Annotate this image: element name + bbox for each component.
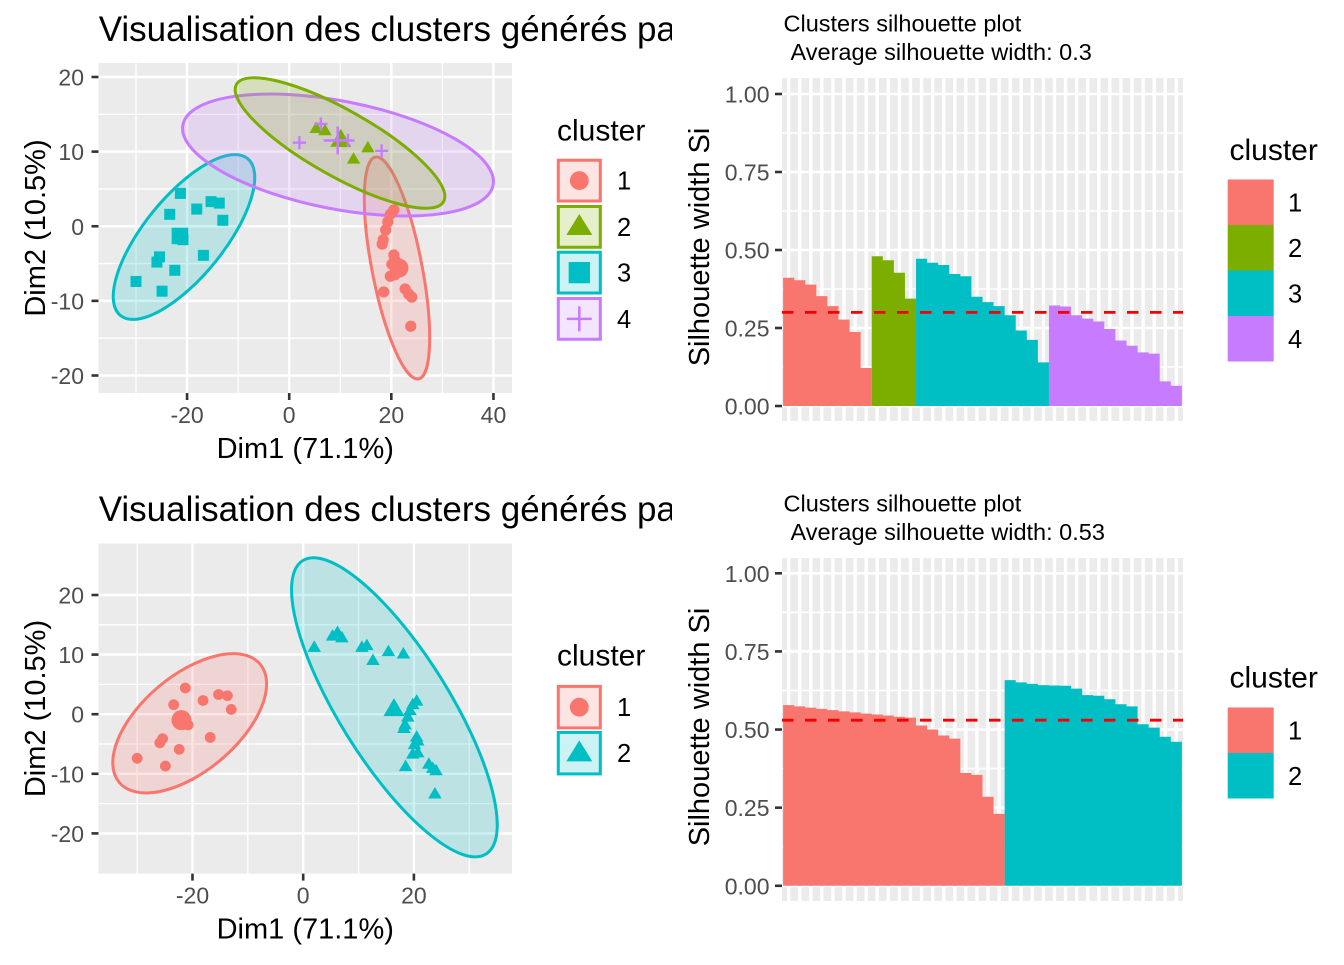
svg-text:0.50: 0.50 bbox=[725, 238, 770, 264]
svg-text:Visualisation des clusters gén: Visualisation des clusters générés par K… bbox=[99, 490, 838, 529]
svg-text:Average silhouette width: 0.53: Average silhouette width: 0.53 bbox=[791, 519, 1105, 545]
svg-text:0.75: 0.75 bbox=[725, 639, 770, 665]
svg-text:0.25: 0.25 bbox=[725, 795, 770, 821]
svg-text:4: 4 bbox=[617, 306, 631, 334]
svg-text:1.00: 1.00 bbox=[725, 82, 770, 108]
svg-text:2: 2 bbox=[1288, 235, 1302, 263]
svg-text:Dim2 (10.5%): Dim2 (10.5%) bbox=[20, 139, 52, 316]
svg-text:Dim1 (71.1%): Dim1 (71.1%) bbox=[217, 433, 394, 465]
svg-text:-20: -20 bbox=[170, 402, 203, 428]
svg-text:cluster: cluster bbox=[557, 115, 645, 148]
svg-text:-20: -20 bbox=[51, 363, 84, 389]
svg-text:1: 1 bbox=[1288, 189, 1302, 217]
svg-text:1.00: 1.00 bbox=[725, 561, 770, 587]
svg-text:0.50: 0.50 bbox=[725, 717, 770, 743]
svg-text:20: 20 bbox=[379, 402, 405, 428]
svg-text:0: 0 bbox=[297, 883, 310, 909]
svg-text:-10: -10 bbox=[51, 761, 84, 787]
svg-text:Silhouette width Si: Silhouette width Si bbox=[684, 128, 716, 367]
svg-text:1: 1 bbox=[617, 168, 631, 196]
svg-text:cluster: cluster bbox=[1230, 662, 1318, 695]
svg-text:10: 10 bbox=[58, 139, 84, 165]
svg-text:4: 4 bbox=[1288, 326, 1302, 354]
svg-text:0.00: 0.00 bbox=[725, 873, 770, 899]
svg-text:3: 3 bbox=[617, 260, 631, 288]
svg-text:Dim1 (71.1%): Dim1 (71.1%) bbox=[217, 914, 394, 946]
svg-text:10: 10 bbox=[58, 642, 84, 668]
svg-text:0: 0 bbox=[71, 702, 84, 728]
svg-text:-10: -10 bbox=[51, 288, 84, 314]
svg-text:20: 20 bbox=[58, 583, 84, 609]
svg-text:3: 3 bbox=[1288, 280, 1302, 308]
svg-text:Dim2 (10.5%): Dim2 (10.5%) bbox=[20, 620, 52, 797]
svg-text:2: 2 bbox=[617, 214, 631, 242]
svg-text:Clusters silhouette plot: Clusters silhouette plot bbox=[784, 491, 1022, 517]
svg-text:Visualisation des clusters gén: Visualisation des clusters générés par K… bbox=[99, 10, 838, 49]
svg-text:-20: -20 bbox=[176, 883, 209, 909]
svg-text:40: 40 bbox=[481, 402, 507, 428]
svg-text:20: 20 bbox=[58, 65, 84, 91]
svg-text:1: 1 bbox=[1288, 717, 1302, 745]
svg-text:0.75: 0.75 bbox=[725, 160, 770, 186]
svg-text:20: 20 bbox=[401, 883, 427, 909]
svg-text:Average silhouette width: 0.3: Average silhouette width: 0.3 bbox=[791, 39, 1092, 65]
svg-text:Silhouette width Si: Silhouette width Si bbox=[684, 608, 716, 847]
svg-text:0: 0 bbox=[283, 402, 296, 428]
svg-text:2: 2 bbox=[1288, 763, 1302, 791]
svg-text:0: 0 bbox=[71, 214, 84, 240]
svg-text:1: 1 bbox=[617, 694, 631, 722]
svg-text:2: 2 bbox=[617, 740, 631, 768]
svg-text:Clusters silhouette plot: Clusters silhouette plot bbox=[784, 11, 1022, 37]
svg-text:0.00: 0.00 bbox=[725, 394, 770, 420]
svg-text:cluster: cluster bbox=[1230, 134, 1318, 167]
svg-text:-20: -20 bbox=[51, 821, 84, 847]
svg-text:cluster: cluster bbox=[557, 640, 645, 673]
svg-text:0.25: 0.25 bbox=[725, 316, 770, 342]
